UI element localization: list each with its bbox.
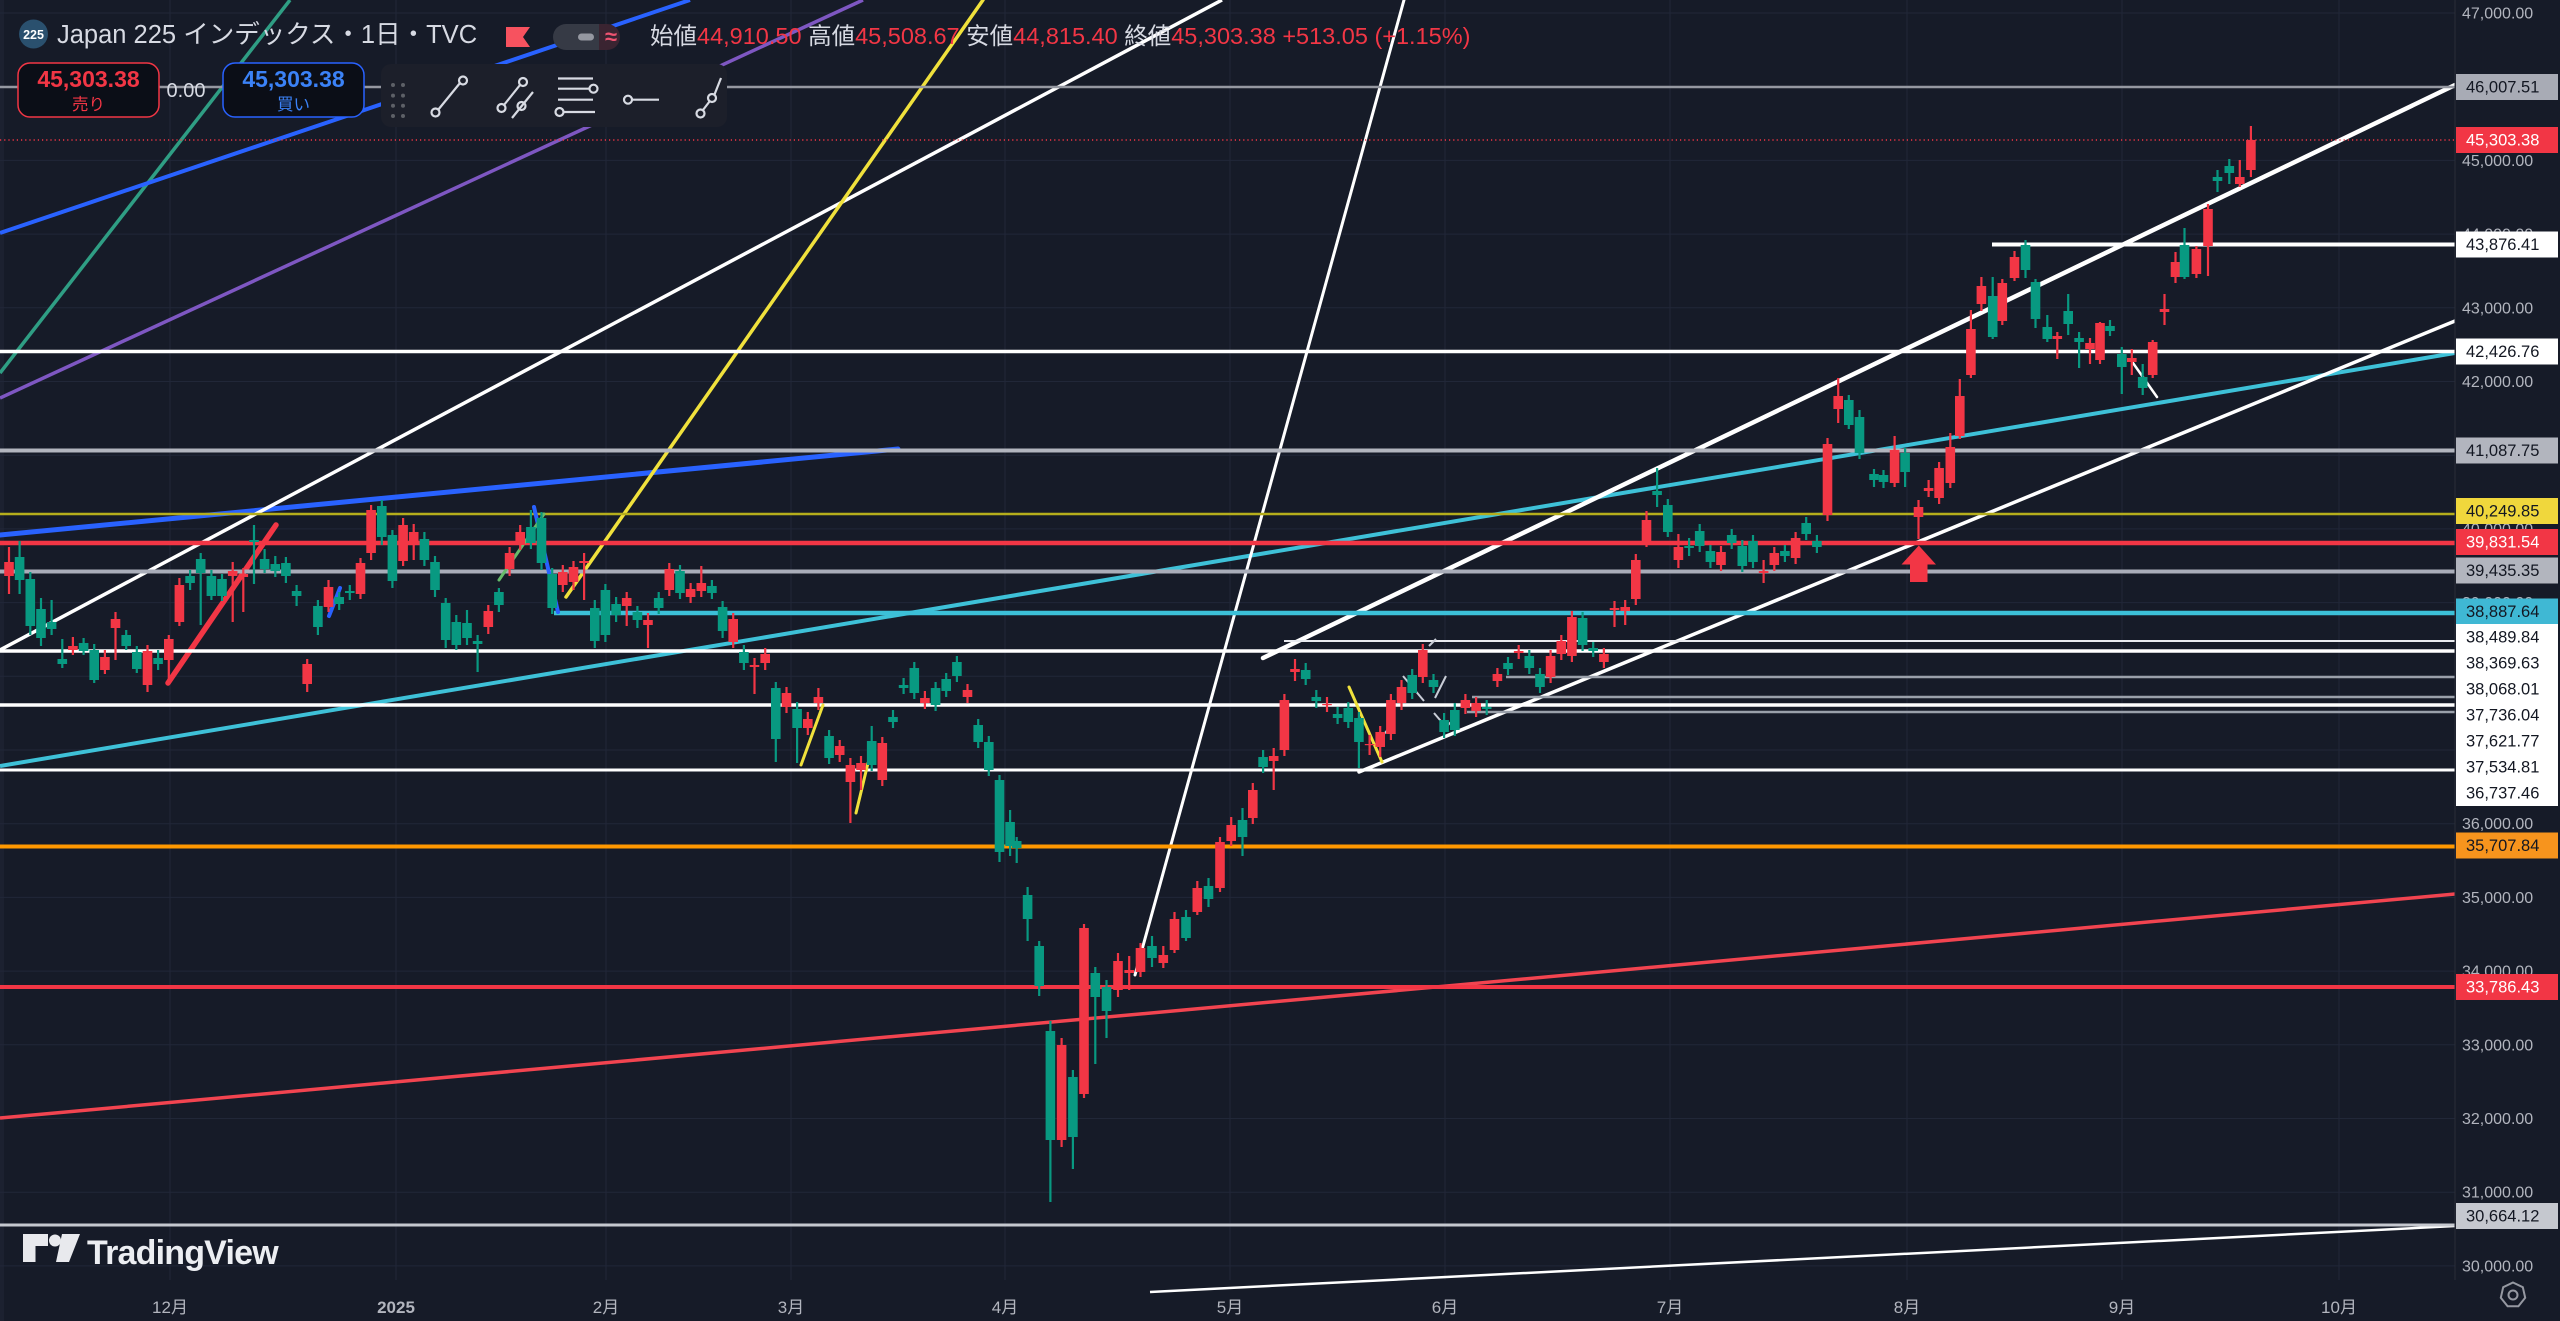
svg-text:37,534.81: 37,534.81 [2466, 759, 2539, 777]
svg-text:2025: 2025 [377, 1298, 415, 1317]
svg-text:買い: 買い [277, 96, 310, 114]
svg-text:225: 225 [23, 28, 44, 42]
svg-text:43,000.00: 43,000.00 [2462, 300, 2533, 317]
svg-text:12月: 12月 [152, 1298, 188, 1317]
svg-text:9月: 9月 [2109, 1298, 2135, 1317]
svg-text:37,621.77: 37,621.77 [2466, 733, 2539, 751]
svg-text:35,707.84: 35,707.84 [2466, 837, 2539, 855]
svg-text:33,786.43: 33,786.43 [2466, 979, 2539, 997]
svg-text:30,664.12: 30,664.12 [2466, 1208, 2539, 1226]
svg-text:6月: 6月 [1432, 1298, 1458, 1317]
svg-text:2月: 2月 [593, 1298, 619, 1317]
svg-text:Japan 225 インデックス・1日・TVC: Japan 225 インデックス・1日・TVC [57, 21, 477, 49]
svg-text:45,000.00: 45,000.00 [2462, 153, 2533, 170]
svg-text:46,007.51: 46,007.51 [2466, 79, 2539, 97]
svg-text:45,303.38: 45,303.38 [2466, 132, 2539, 150]
svg-text:始値44,910.50 高値45,508.67 安値44,8: 始値44,910.50 高値45,508.67 安値44,815.40 終値45… [650, 23, 1470, 49]
svg-text:45,303.38: 45,303.38 [242, 66, 345, 92]
svg-text:41,087.75: 41,087.75 [2466, 442, 2539, 460]
svg-text:4月: 4月 [992, 1298, 1018, 1317]
svg-text:TradingView: TradingView [87, 1234, 279, 1272]
svg-text:38,369.63: 38,369.63 [2466, 655, 2539, 673]
svg-text:36,737.46: 36,737.46 [2466, 785, 2539, 803]
svg-text:≈: ≈ [605, 24, 617, 49]
svg-text:40,249.85: 40,249.85 [2466, 503, 2539, 521]
svg-text:8月: 8月 [1894, 1298, 1920, 1317]
svg-text:0.00: 0.00 [167, 80, 206, 102]
svg-text:38,489.84: 38,489.84 [2466, 629, 2539, 647]
svg-text:10月: 10月 [2321, 1298, 2357, 1317]
svg-text:42,000.00: 42,000.00 [2462, 374, 2533, 391]
svg-text:38,887.64: 38,887.64 [2466, 603, 2539, 621]
svg-text:5月: 5月 [1217, 1298, 1243, 1317]
svg-text:37,736.04: 37,736.04 [2466, 707, 2539, 725]
svg-text:3月: 3月 [778, 1298, 804, 1317]
svg-text:35,000.00: 35,000.00 [2462, 890, 2533, 907]
svg-text:7月: 7月 [1657, 1298, 1683, 1317]
svg-text:売り: 売り [72, 95, 105, 114]
svg-text:33,000.00: 33,000.00 [2462, 1037, 2533, 1054]
svg-text:45,303.38: 45,303.38 [37, 66, 140, 92]
svg-text:39,831.54: 39,831.54 [2466, 534, 2539, 552]
svg-text:36,000.00: 36,000.00 [2462, 816, 2533, 833]
svg-text:43,876.41: 43,876.41 [2466, 236, 2539, 254]
svg-text:47,000.00: 47,000.00 [2462, 6, 2533, 23]
svg-text:31,000.00: 31,000.00 [2462, 1185, 2533, 1202]
svg-text:30,000.00: 30,000.00 [2462, 1258, 2533, 1275]
svg-text:42,426.76: 42,426.76 [2466, 343, 2539, 361]
svg-text:39,435.35: 39,435.35 [2466, 562, 2539, 580]
svg-text:32,000.00: 32,000.00 [2462, 1111, 2533, 1128]
svg-text:38,068.01: 38,068.01 [2466, 681, 2539, 699]
